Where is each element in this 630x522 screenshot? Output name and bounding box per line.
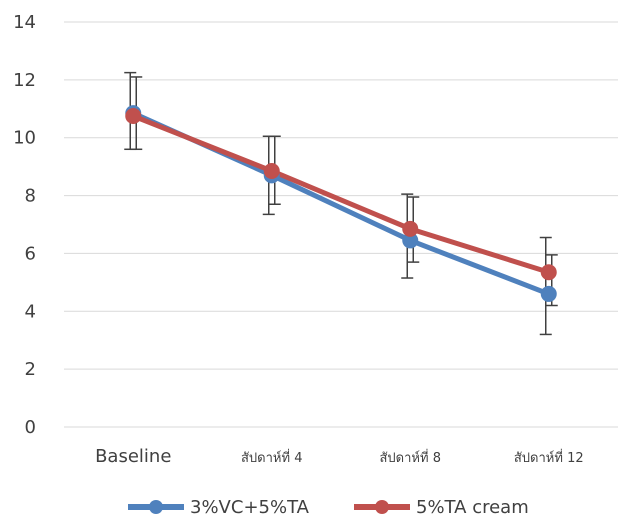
data-point bbox=[263, 162, 280, 179]
y-tick-label: 0 bbox=[25, 417, 36, 438]
error-bars bbox=[124, 71, 558, 336]
x-axis-ticks: Baseline สัปดาห์ที่ 4 สัปดาห์ที่ 8 สัปดาห์ท… bbox=[95, 446, 584, 467]
series-points bbox=[125, 105, 557, 302]
series-lines bbox=[132, 110, 550, 297]
legend-label-series-1: 3%VC+5%TA bbox=[190, 496, 309, 518]
legend-label-series-2: 5%TA cream bbox=[416, 496, 529, 518]
data-point bbox=[402, 220, 419, 237]
legend-swatch-series-1 bbox=[128, 500, 184, 514]
data-point bbox=[540, 285, 557, 302]
y-tick-label: 2 bbox=[25, 359, 36, 380]
x-tick-label: สัปดาห์ที่ 8 bbox=[380, 449, 441, 466]
data-point bbox=[125, 108, 142, 125]
y-tick-label: 4 bbox=[25, 301, 36, 322]
y-tick-label: 10 bbox=[13, 128, 36, 149]
y-axis-ticks: 0 2 4 6 8 10 12 14 bbox=[13, 12, 36, 438]
y-tick-label: 8 bbox=[25, 186, 36, 207]
x-tick-label: Baseline bbox=[95, 446, 171, 467]
y-tick-label: 12 bbox=[13, 70, 36, 91]
y-tick-label: 6 bbox=[25, 243, 36, 264]
series-line-2 bbox=[132, 113, 550, 275]
legend-item-series-2: 5%TA cream bbox=[352, 492, 529, 522]
gridlines bbox=[64, 21, 618, 428]
x-tick-label: สัปดาห์ที่ 12 bbox=[514, 449, 584, 466]
legend-item-series-1: 3%VC+5%TA bbox=[126, 492, 309, 522]
legend-swatch-series-2 bbox=[354, 500, 410, 514]
x-tick-label: สัปดาห์ที่ 4 bbox=[241, 449, 302, 466]
line-chart: 0 2 4 6 8 10 12 14 Baseline สัปดาห์ที่ 4 สัปดาห์ท… bbox=[13, 12, 618, 467]
data-point bbox=[540, 264, 557, 281]
y-tick-label: 14 bbox=[13, 12, 36, 33]
legend: 3%VC+5%TA 5%TA cream bbox=[0, 492, 630, 522]
